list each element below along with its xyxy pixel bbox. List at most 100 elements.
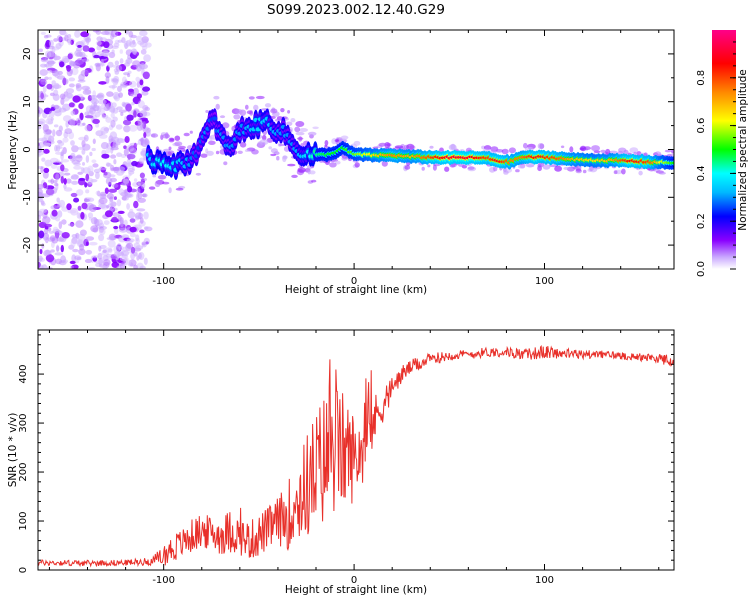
noise-speckle: [54, 252, 64, 256]
noise-speckle: [88, 204, 97, 213]
noise-speckle: [75, 84, 82, 92]
noise-speckle: [76, 117, 82, 125]
noise-speckle: [144, 106, 150, 112]
noise-speckle: [108, 85, 118, 89]
noise-speckle: [56, 244, 60, 253]
spectrogram-y-tick-label: 0: [22, 146, 33, 152]
noise-speckle: [54, 70, 61, 78]
noise-speckle: [133, 178, 138, 182]
halo-speckle: [174, 135, 181, 141]
noise-speckle: [119, 49, 124, 54]
halo-speckle: [295, 121, 305, 127]
noise-speckle: [143, 237, 150, 245]
noise-speckle: [41, 202, 46, 207]
halo-speckle: [569, 146, 574, 153]
noise-speckle: [139, 110, 148, 118]
halo-speckle: [177, 147, 186, 152]
noise-speckle: [142, 86, 151, 92]
noise-speckle: [84, 37, 92, 43]
noise-speckle: [60, 255, 66, 264]
noise-speckle: [135, 76, 140, 82]
halo-speckle: [515, 169, 520, 173]
noise-speckle: [98, 234, 105, 242]
snr-y-tick-label: 0: [18, 567, 29, 573]
noise-speckle: [98, 99, 107, 105]
halo-speckle: [353, 140, 361, 146]
spectrogram-y-tick-label: -20: [22, 237, 33, 253]
noise-speckle: [38, 48, 43, 53]
halo-speckle: [169, 138, 174, 141]
spectrogram-y-tick-label: 10: [22, 95, 33, 108]
noise-speckle: [70, 265, 74, 269]
noise-speckle: [95, 190, 101, 196]
noise-speckle: [139, 217, 144, 224]
noise-speckle: [120, 112, 124, 116]
noise-speckle: [104, 210, 113, 218]
spectrogram-marks: [38, 30, 674, 269]
noise-speckle: [95, 171, 100, 180]
noise-speckle: [136, 208, 146, 212]
noise-speckle: [113, 159, 117, 165]
halo-speckle: [255, 95, 265, 100]
noise-speckle: [110, 154, 117, 159]
noise-speckle: [80, 167, 85, 174]
noise-speckle: [131, 160, 138, 167]
noise-speckle: [112, 140, 119, 149]
halo-speckle: [174, 141, 183, 147]
noise-speckle: [106, 237, 115, 241]
halo-speckle: [299, 128, 308, 132]
noise-speckle: [48, 76, 52, 80]
noise-speckle: [102, 265, 108, 269]
noise-speckle: [68, 223, 75, 227]
noise-speckle: [108, 107, 115, 113]
halo-speckle: [150, 133, 159, 138]
noise-speckle: [110, 30, 119, 38]
halo-speckle: [276, 155, 280, 161]
noise-speckle: [106, 91, 114, 97]
noise-speckle: [133, 200, 139, 209]
halo-speckle: [335, 160, 341, 165]
halo-speckle: [591, 145, 600, 152]
noise-speckle: [66, 65, 71, 72]
noise-speckle: [126, 238, 135, 243]
noise-speckle: [131, 101, 135, 106]
halo-speckle: [298, 136, 303, 142]
noise-speckle: [50, 205, 59, 210]
noise-speckle: [67, 39, 72, 46]
halo-speckle: [324, 144, 328, 148]
halo-speckle: [287, 110, 291, 114]
noise-speckle: [53, 53, 58, 61]
noise-speckle: [130, 48, 137, 54]
noise-speckle: [90, 95, 98, 100]
noise-speckle: [114, 70, 120, 75]
noise-speckle: [60, 244, 64, 253]
noise-speckle: [126, 144, 135, 152]
halo-speckle: [259, 139, 269, 146]
noise-speckle: [46, 83, 53, 90]
noise-speckle: [119, 217, 124, 225]
noise-speckle: [55, 216, 61, 222]
noise-speckle: [143, 132, 147, 138]
noise-speckle: [136, 93, 142, 99]
noise-speckle: [46, 69, 53, 74]
noise-speckle: [106, 162, 112, 167]
noise-speckle: [40, 31, 47, 35]
noise-speckle: [63, 187, 73, 192]
noise-speckle: [53, 124, 59, 128]
noise-speckle: [142, 38, 149, 43]
noise-speckle: [39, 248, 43, 255]
noise-speckle: [91, 98, 99, 105]
noise-speckle: [127, 168, 135, 172]
halo-speckle: [233, 114, 241, 120]
noise-speckle: [51, 209, 58, 217]
noise-speckle: [99, 107, 105, 116]
snr-panel: -100 0 100 0 100 200 300 400 Height of straigh…: [7, 329, 675, 596]
noise-speckle: [108, 174, 116, 178]
noise-speckle: [50, 249, 55, 253]
noise-speckle: [81, 149, 86, 155]
halo-speckle: [294, 126, 301, 133]
noise-speckle: [134, 212, 144, 220]
noise-speckle: [82, 122, 86, 126]
noise-speckle: [78, 177, 86, 181]
noise-speckle: [57, 146, 63, 149]
